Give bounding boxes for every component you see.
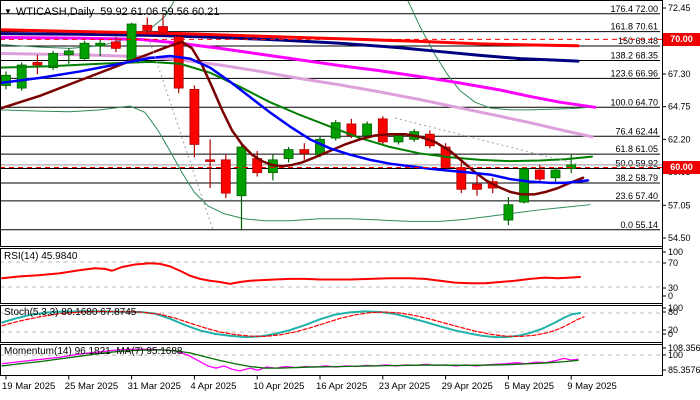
price-tick-label: 72.45 [668, 3, 691, 13]
ohlc-values: 59.92 61.06 59.56 60.21 [100, 6, 220, 18]
momentum-name: Momentum(14) [4, 346, 72, 357]
price-tick-label: 62.20 [668, 134, 691, 144]
date-label: 19 Mar 2025 [2, 381, 55, 392]
momentum-value: 96.1821 [74, 346, 111, 357]
candle [142, 24, 153, 31]
fib-label: 150 69.48 [618, 36, 658, 46]
indicator-tick-label: 100 [668, 247, 683, 257]
date-label: 25 Mar 2025 [65, 381, 118, 392]
rsi-name: RSI(14) [4, 251, 39, 262]
overlay-bollinger-lower [0, 105, 591, 222]
indicator-tick-label: 100 [668, 303, 683, 313]
indicator-tick-label: 85.3576 [668, 365, 700, 375]
fib-label: 138.2 68.35 [610, 51, 658, 61]
candle [48, 53, 58, 68]
stoch-d-value: 67.8745 [100, 307, 137, 318]
candle [283, 149, 294, 159]
symbol-title: WTICASH,Daily [15, 6, 95, 18]
candle [519, 168, 529, 203]
overlay-ma-navy [0, 32, 580, 63]
fib-label: 0.0 55.14 [620, 220, 658, 230]
stoch-name: Stoch(5,3,3) [4, 307, 59, 318]
date-label: 16 Apr 2025 [316, 381, 367, 392]
candle [111, 41, 121, 49]
fib-label: 176.4 72.00 [610, 4, 658, 14]
indicator-tick-label: 70 [668, 258, 678, 268]
candle [550, 169, 561, 179]
stoch-d-line [1, 310, 585, 338]
candle [1, 74, 11, 86]
date-label: 9 May 2025 [567, 381, 617, 392]
dotted-trendline-crash[interactable] [149, 41, 214, 231]
indicator-tick-label: 0 [668, 329, 673, 339]
overlay-bollinger-upper [0, 1, 591, 111]
indicator-tick-label: 80 [668, 307, 678, 317]
momentum-panel-label: Momentum(14) 96.1821 MA(7) 95.1688 [4, 346, 182, 357]
candle [377, 118, 388, 143]
overlay-ma-maroon [0, 40, 585, 196]
momentum-ma-value: 95.1688 [146, 346, 183, 357]
candle [299, 149, 310, 154]
indicator-tick-label: 100 [668, 350, 683, 360]
fib-label: 38.2 58.79 [615, 173, 658, 183]
candle [95, 42, 106, 47]
candle [79, 42, 90, 60]
date-label: 29 Apr 2025 [442, 381, 493, 392]
overlay-ma-magenta [0, 35, 597, 109]
candle [220, 159, 231, 194]
fib-label: 50.0 59.92 [615, 159, 658, 169]
indicator-tick-label: 30 [668, 283, 678, 293]
candle [236, 146, 247, 197]
price-alert-badge-60: 60.00 [663, 161, 700, 174]
date-label: 10 Apr 2025 [253, 381, 304, 392]
rsi-line [1, 262, 581, 285]
candle [472, 183, 482, 190]
candle [393, 135, 404, 143]
candle [362, 123, 373, 136]
candle [63, 50, 74, 56]
fib-label: 76.4 62.44 [615, 126, 658, 136]
fib-label: 161.8 70.61 [610, 22, 658, 32]
rsi-value: 45.9840 [41, 251, 78, 262]
momentum-ma-line [1, 349, 579, 369]
candle [205, 159, 216, 162]
candle [158, 26, 168, 34]
panel-background [0, 345, 662, 375]
fib-label: 123.6 66.96 [610, 68, 658, 78]
fib-label: 100.0 64.70 [610, 97, 658, 107]
indicator-tick-label: 0 [668, 291, 673, 301]
date-label: 23 Apr 2025 [379, 381, 430, 392]
price-tick-label: 57.05 [668, 200, 691, 210]
chart-dropdown-icon[interactable]: ▼ [4, 7, 12, 16]
panel-background [0, 249, 662, 303]
price-alert-badge-70: 70.00 [663, 33, 700, 46]
candle [16, 64, 27, 89]
indicator-tick-label: 108.3562 [668, 343, 700, 353]
candle [126, 23, 137, 61]
date-label: 4 Apr 2025 [190, 381, 236, 392]
candle [32, 62, 43, 66]
date-label: 5 May 2025 [504, 381, 554, 392]
candle [566, 164, 577, 169]
stoch-k-value: 80.1680 [61, 307, 98, 318]
price-tick-label: 67.30 [668, 69, 691, 79]
rsi-panel-label: RSI(14) 45.9840 [4, 251, 77, 262]
candle [189, 88, 200, 145]
fib-label: 23.6 57.40 [615, 191, 658, 201]
stoch-panel-label: Stoch(5,3,3) 80.1680 67.8745 [4, 307, 136, 318]
candle [503, 204, 514, 221]
overlay-ma-darkgreen [0, 60, 593, 163]
candle [534, 169, 545, 180]
momentum-ma-name: MA(7) [116, 346, 144, 357]
price-tick-label: 64.75 [668, 102, 691, 112]
date-label: 31 Mar 2025 [128, 381, 181, 392]
overlay-ma-blue [0, 54, 590, 185]
price-tick-label: 54.50 [668, 233, 691, 243]
fib-label: 61.8 61.05 [615, 144, 658, 154]
chart-title: ▼ WTICASH,Daily 59.92 61.06 59.56 60.21 [4, 6, 219, 18]
indicator-tick-label: 20 [668, 325, 678, 335]
